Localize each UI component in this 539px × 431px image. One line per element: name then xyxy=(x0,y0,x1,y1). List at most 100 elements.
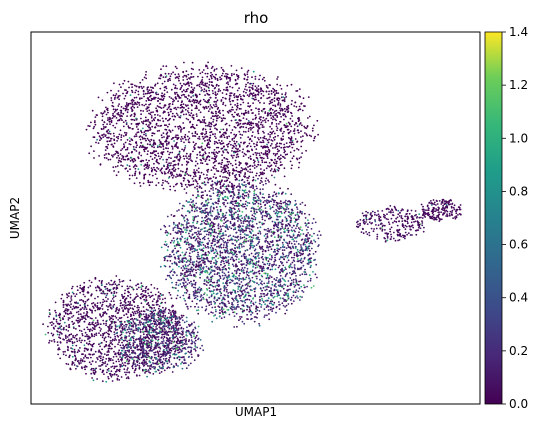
scatter-point xyxy=(215,231,217,234)
scatter-point xyxy=(198,248,201,251)
scatter-point xyxy=(303,273,306,276)
scatter-point xyxy=(145,123,148,126)
scatter-point xyxy=(195,302,198,305)
scatter-point xyxy=(224,123,227,126)
scatter-point xyxy=(192,290,195,293)
scatter-point xyxy=(171,176,174,179)
scatter-point xyxy=(224,104,227,107)
scatter-point xyxy=(122,135,125,137)
scatter-point xyxy=(169,75,172,78)
scatter-point xyxy=(297,243,300,245)
scatter-point xyxy=(152,118,155,121)
scatter-point xyxy=(175,183,177,186)
scatter-point xyxy=(258,117,261,120)
scatter-point xyxy=(300,136,302,138)
scatter-point xyxy=(131,91,134,94)
scatter-point xyxy=(224,97,227,100)
scatter-point xyxy=(208,278,210,281)
scatter-point xyxy=(192,247,195,250)
scatter-point xyxy=(246,298,249,301)
scatter-point xyxy=(202,266,205,269)
scatter-point xyxy=(200,196,203,199)
scatter-point xyxy=(231,263,234,266)
scatter-point xyxy=(236,269,239,271)
scatter-point xyxy=(270,258,273,261)
scatter-point xyxy=(168,274,171,277)
scatter-point xyxy=(142,90,145,93)
scatter-point xyxy=(207,146,209,149)
scatter-point xyxy=(99,139,101,142)
scatter-point xyxy=(207,223,210,226)
scatter-point xyxy=(178,75,181,78)
scatter-point xyxy=(131,118,134,121)
scatter-point xyxy=(124,167,127,170)
scatter-point xyxy=(231,138,234,140)
scatter-point xyxy=(260,109,263,112)
scatter-point xyxy=(278,239,281,242)
scatter-point xyxy=(166,234,169,237)
scatter-point xyxy=(266,199,268,202)
scatter-point xyxy=(138,146,141,149)
scatter-point xyxy=(132,127,134,130)
scatter-point xyxy=(291,272,294,275)
scatter-point xyxy=(200,171,203,174)
scatter-point xyxy=(262,153,265,155)
scatter-point xyxy=(216,188,219,191)
scatter-point xyxy=(304,105,306,108)
scatter-point xyxy=(173,262,176,265)
scatter-point xyxy=(222,70,225,72)
scatter-point xyxy=(253,161,256,164)
scatter-point xyxy=(277,99,280,102)
scatter-point xyxy=(215,202,218,204)
scatter-point xyxy=(255,211,258,214)
scatter-point xyxy=(100,127,103,130)
scatter-point xyxy=(201,241,204,244)
scatter-point xyxy=(247,127,250,130)
scatter-point xyxy=(191,61,194,64)
scatter-point xyxy=(211,107,214,109)
scatter-point xyxy=(269,268,272,271)
scatter-point xyxy=(223,266,225,268)
scatter-point xyxy=(253,192,256,195)
scatter-point xyxy=(255,172,258,175)
scatter-point xyxy=(253,167,256,169)
scatter-point xyxy=(245,183,247,186)
scatter-point xyxy=(176,173,178,176)
scatter-point xyxy=(226,151,229,154)
scatter-point xyxy=(249,145,252,148)
scatter-point xyxy=(176,156,178,158)
scatter-point xyxy=(253,142,255,145)
scatter-point xyxy=(156,145,159,147)
scatter-point xyxy=(99,163,102,166)
scatter-point xyxy=(215,263,217,266)
scatter-point xyxy=(135,165,138,168)
scatter-point xyxy=(140,113,143,116)
scatter-point xyxy=(275,109,278,112)
scatter-point xyxy=(279,109,282,112)
scatter-point xyxy=(184,271,186,274)
scatter-point xyxy=(113,138,115,141)
scatter-point xyxy=(277,244,279,247)
scatter-point xyxy=(143,168,146,171)
scatter-point xyxy=(199,72,202,75)
scatter-point xyxy=(166,137,169,140)
scatter-point xyxy=(243,181,246,184)
scatter-point xyxy=(177,77,180,80)
scatter-point xyxy=(168,162,171,165)
scatter-point xyxy=(269,253,271,256)
scatter-point xyxy=(146,106,149,108)
scatter-point xyxy=(213,297,216,300)
scatter-point xyxy=(171,286,174,289)
scatter-point xyxy=(276,215,279,218)
scatter-point xyxy=(292,283,295,286)
scatter-point xyxy=(249,155,252,158)
scatter-point xyxy=(210,249,213,252)
scatter-point xyxy=(187,264,189,267)
scatter-point xyxy=(225,72,227,75)
scatter-point xyxy=(188,84,191,87)
scatter-point xyxy=(134,91,137,94)
scatter-point xyxy=(229,258,232,261)
scatter-point xyxy=(232,207,235,210)
scatter-point xyxy=(223,167,226,170)
scatter-point xyxy=(261,268,263,271)
